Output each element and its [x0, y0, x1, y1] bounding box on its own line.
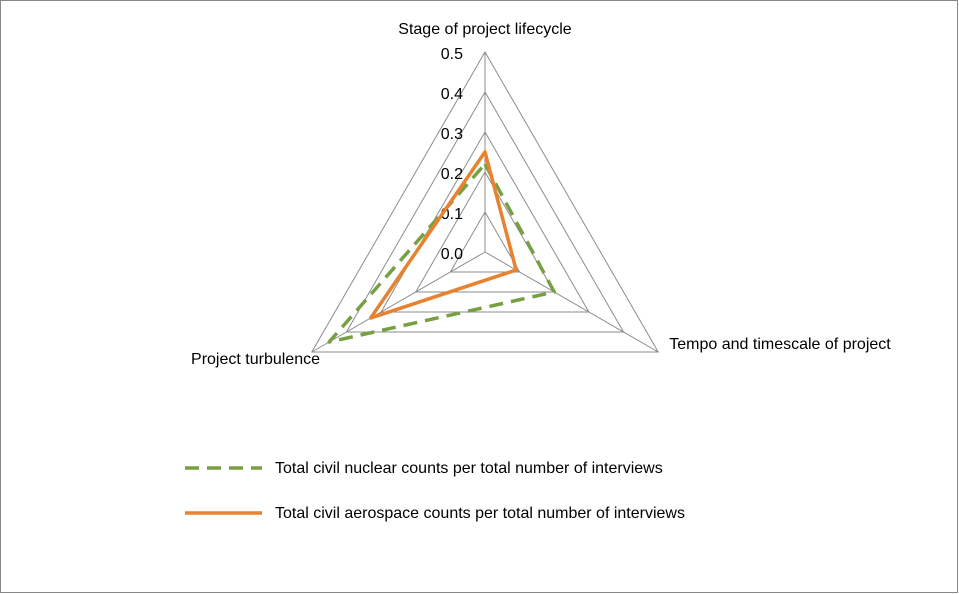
- grid-ring: [449, 210, 521, 273]
- axis-tick-label: 0.3: [441, 126, 463, 143]
- grid-ring: [345, 91, 625, 333]
- axis-tick-label: 0.5: [441, 46, 463, 63]
- series-line: [327, 162, 557, 344]
- spoke: [311, 251, 486, 353]
- grid-ring: [414, 171, 556, 293]
- axis-tick-label: 0.2: [441, 166, 463, 183]
- category-label: Project turbulence: [191, 351, 320, 368]
- axis-tick-label: 0.4: [441, 86, 463, 103]
- spoke: [484, 251, 659, 353]
- category-label: Stage of project lifecycle: [398, 21, 572, 38]
- legend-label: Total civil nuclear counts per total num…: [275, 460, 663, 477]
- axis-tick-label: 0.0: [441, 246, 463, 263]
- legend-label: Total civil aerospace counts per total n…: [275, 505, 685, 522]
- category-label: Tempo and timescale of project: [669, 336, 891, 353]
- grid-ring: [310, 50, 660, 353]
- series-line: [368, 150, 518, 320]
